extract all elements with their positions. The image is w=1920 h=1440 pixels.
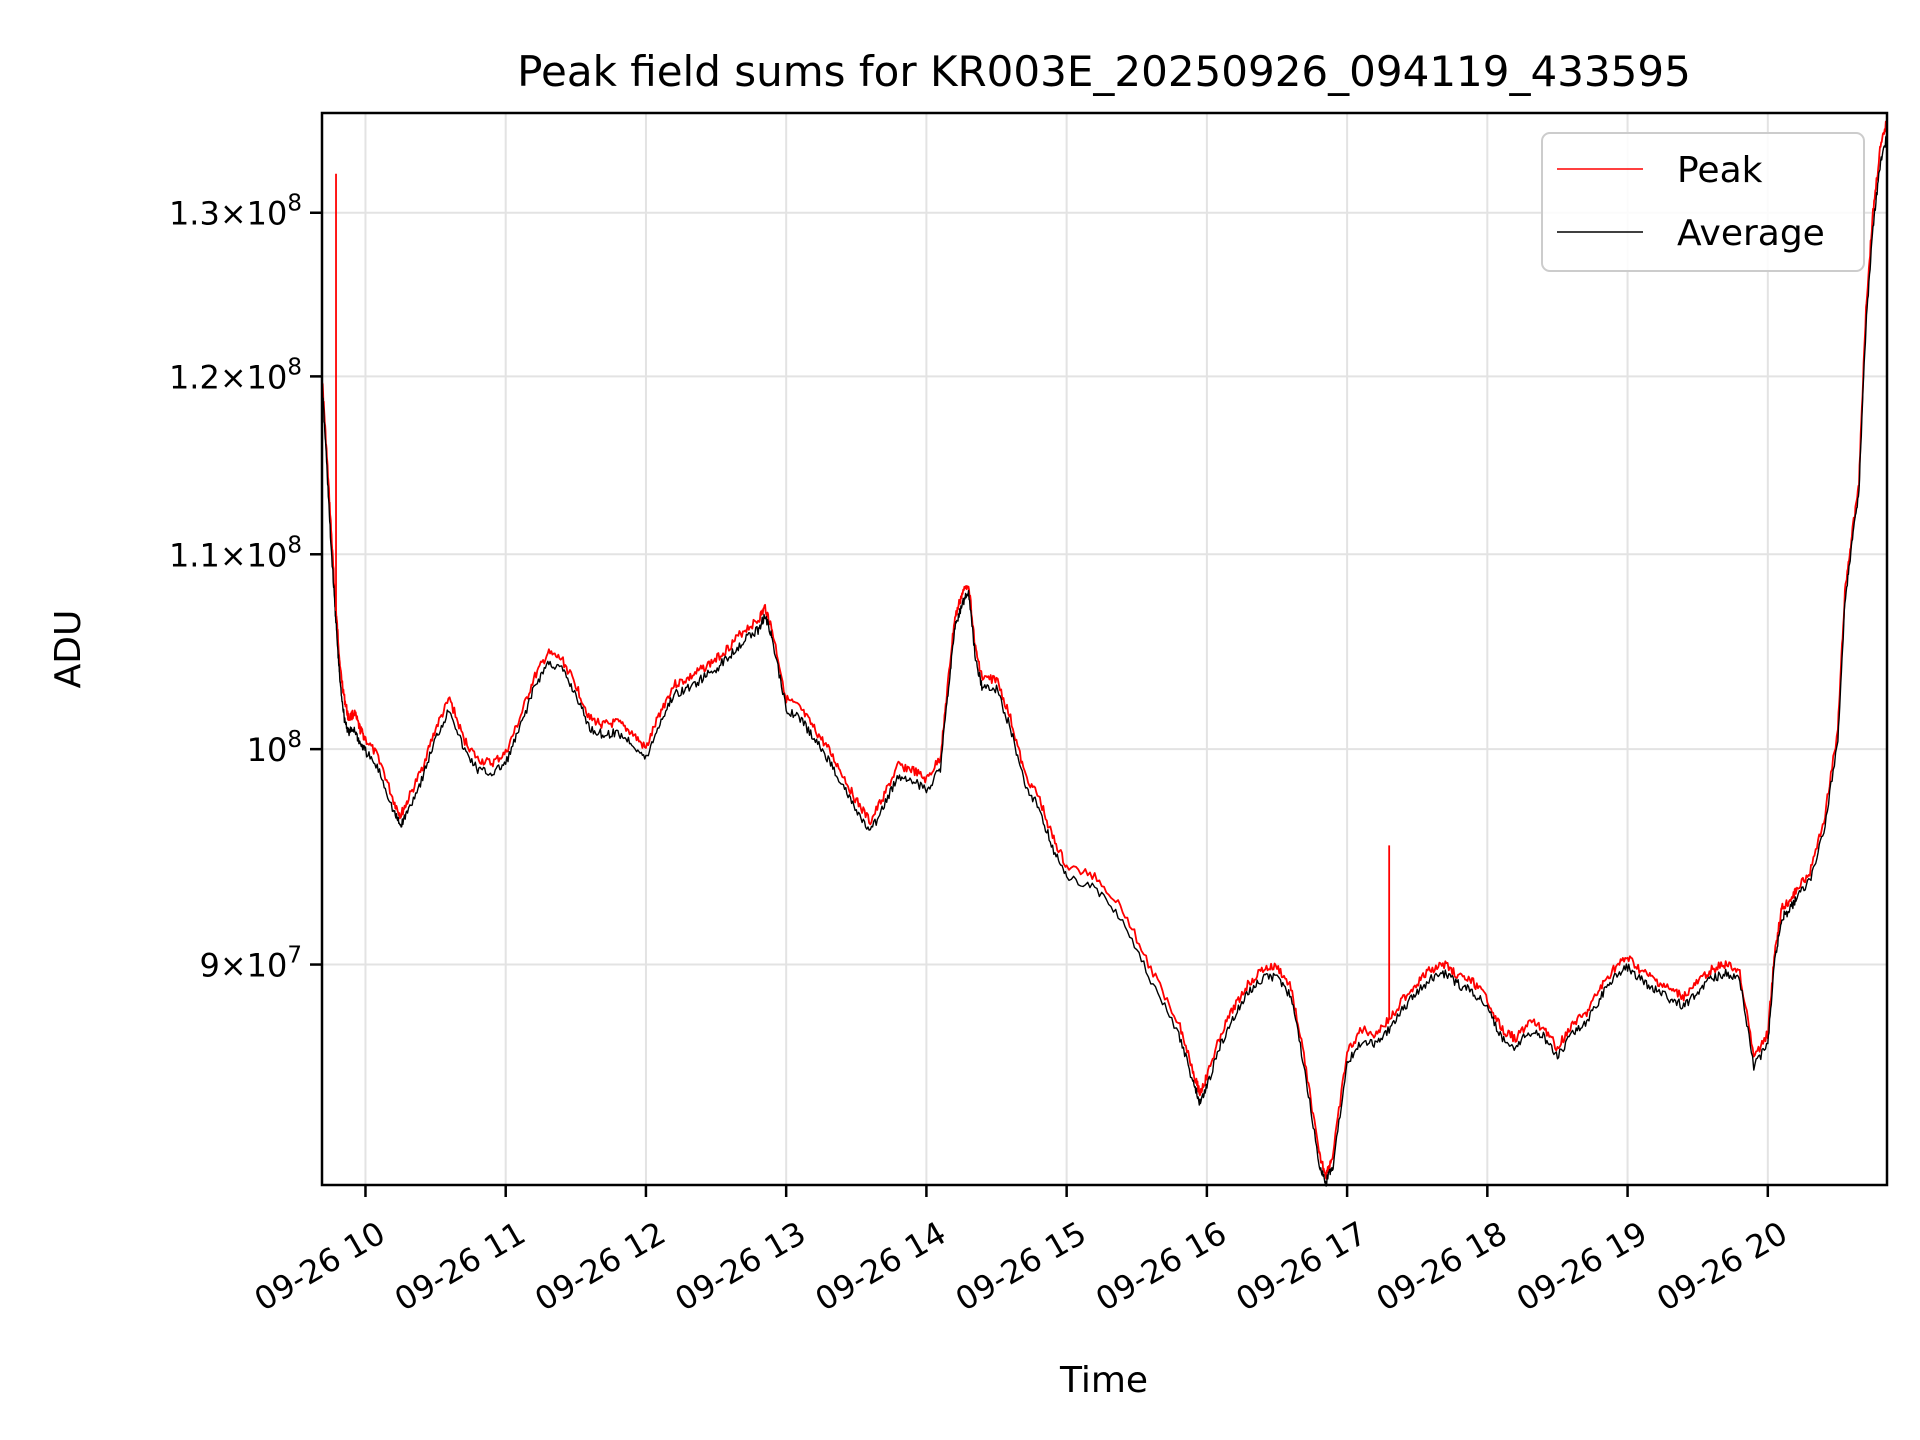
y-tick-label: 9×107 [199,943,302,985]
y-tick-label: 1.2×108 [169,354,302,396]
y-tick-label: 1.1×108 [169,532,302,574]
y-axis: 9×107 108 1.1×108 1.2×108 1.3×108 [169,191,322,985]
y-tick-label: 1.3×108 [169,191,302,233]
legend-peak-label: Peak [1677,150,1763,191]
y-tick-label: 108 [247,727,302,769]
grid [322,113,1887,1185]
series-layer [321,120,1888,1187]
x-axis-label: Time [1059,1360,1148,1401]
plot-frame [320,111,1889,1187]
series-line-average [321,134,1888,1187]
legend-average-label: Average [1677,213,1825,254]
series-line-peak [321,120,1888,1180]
y-axis-label: ADU [48,610,89,689]
legend-box [1541,132,1865,272]
chart-title: Peak field sums for KR003E_20250926_0941… [517,47,1691,96]
legend: Peak Average [1541,132,1865,272]
